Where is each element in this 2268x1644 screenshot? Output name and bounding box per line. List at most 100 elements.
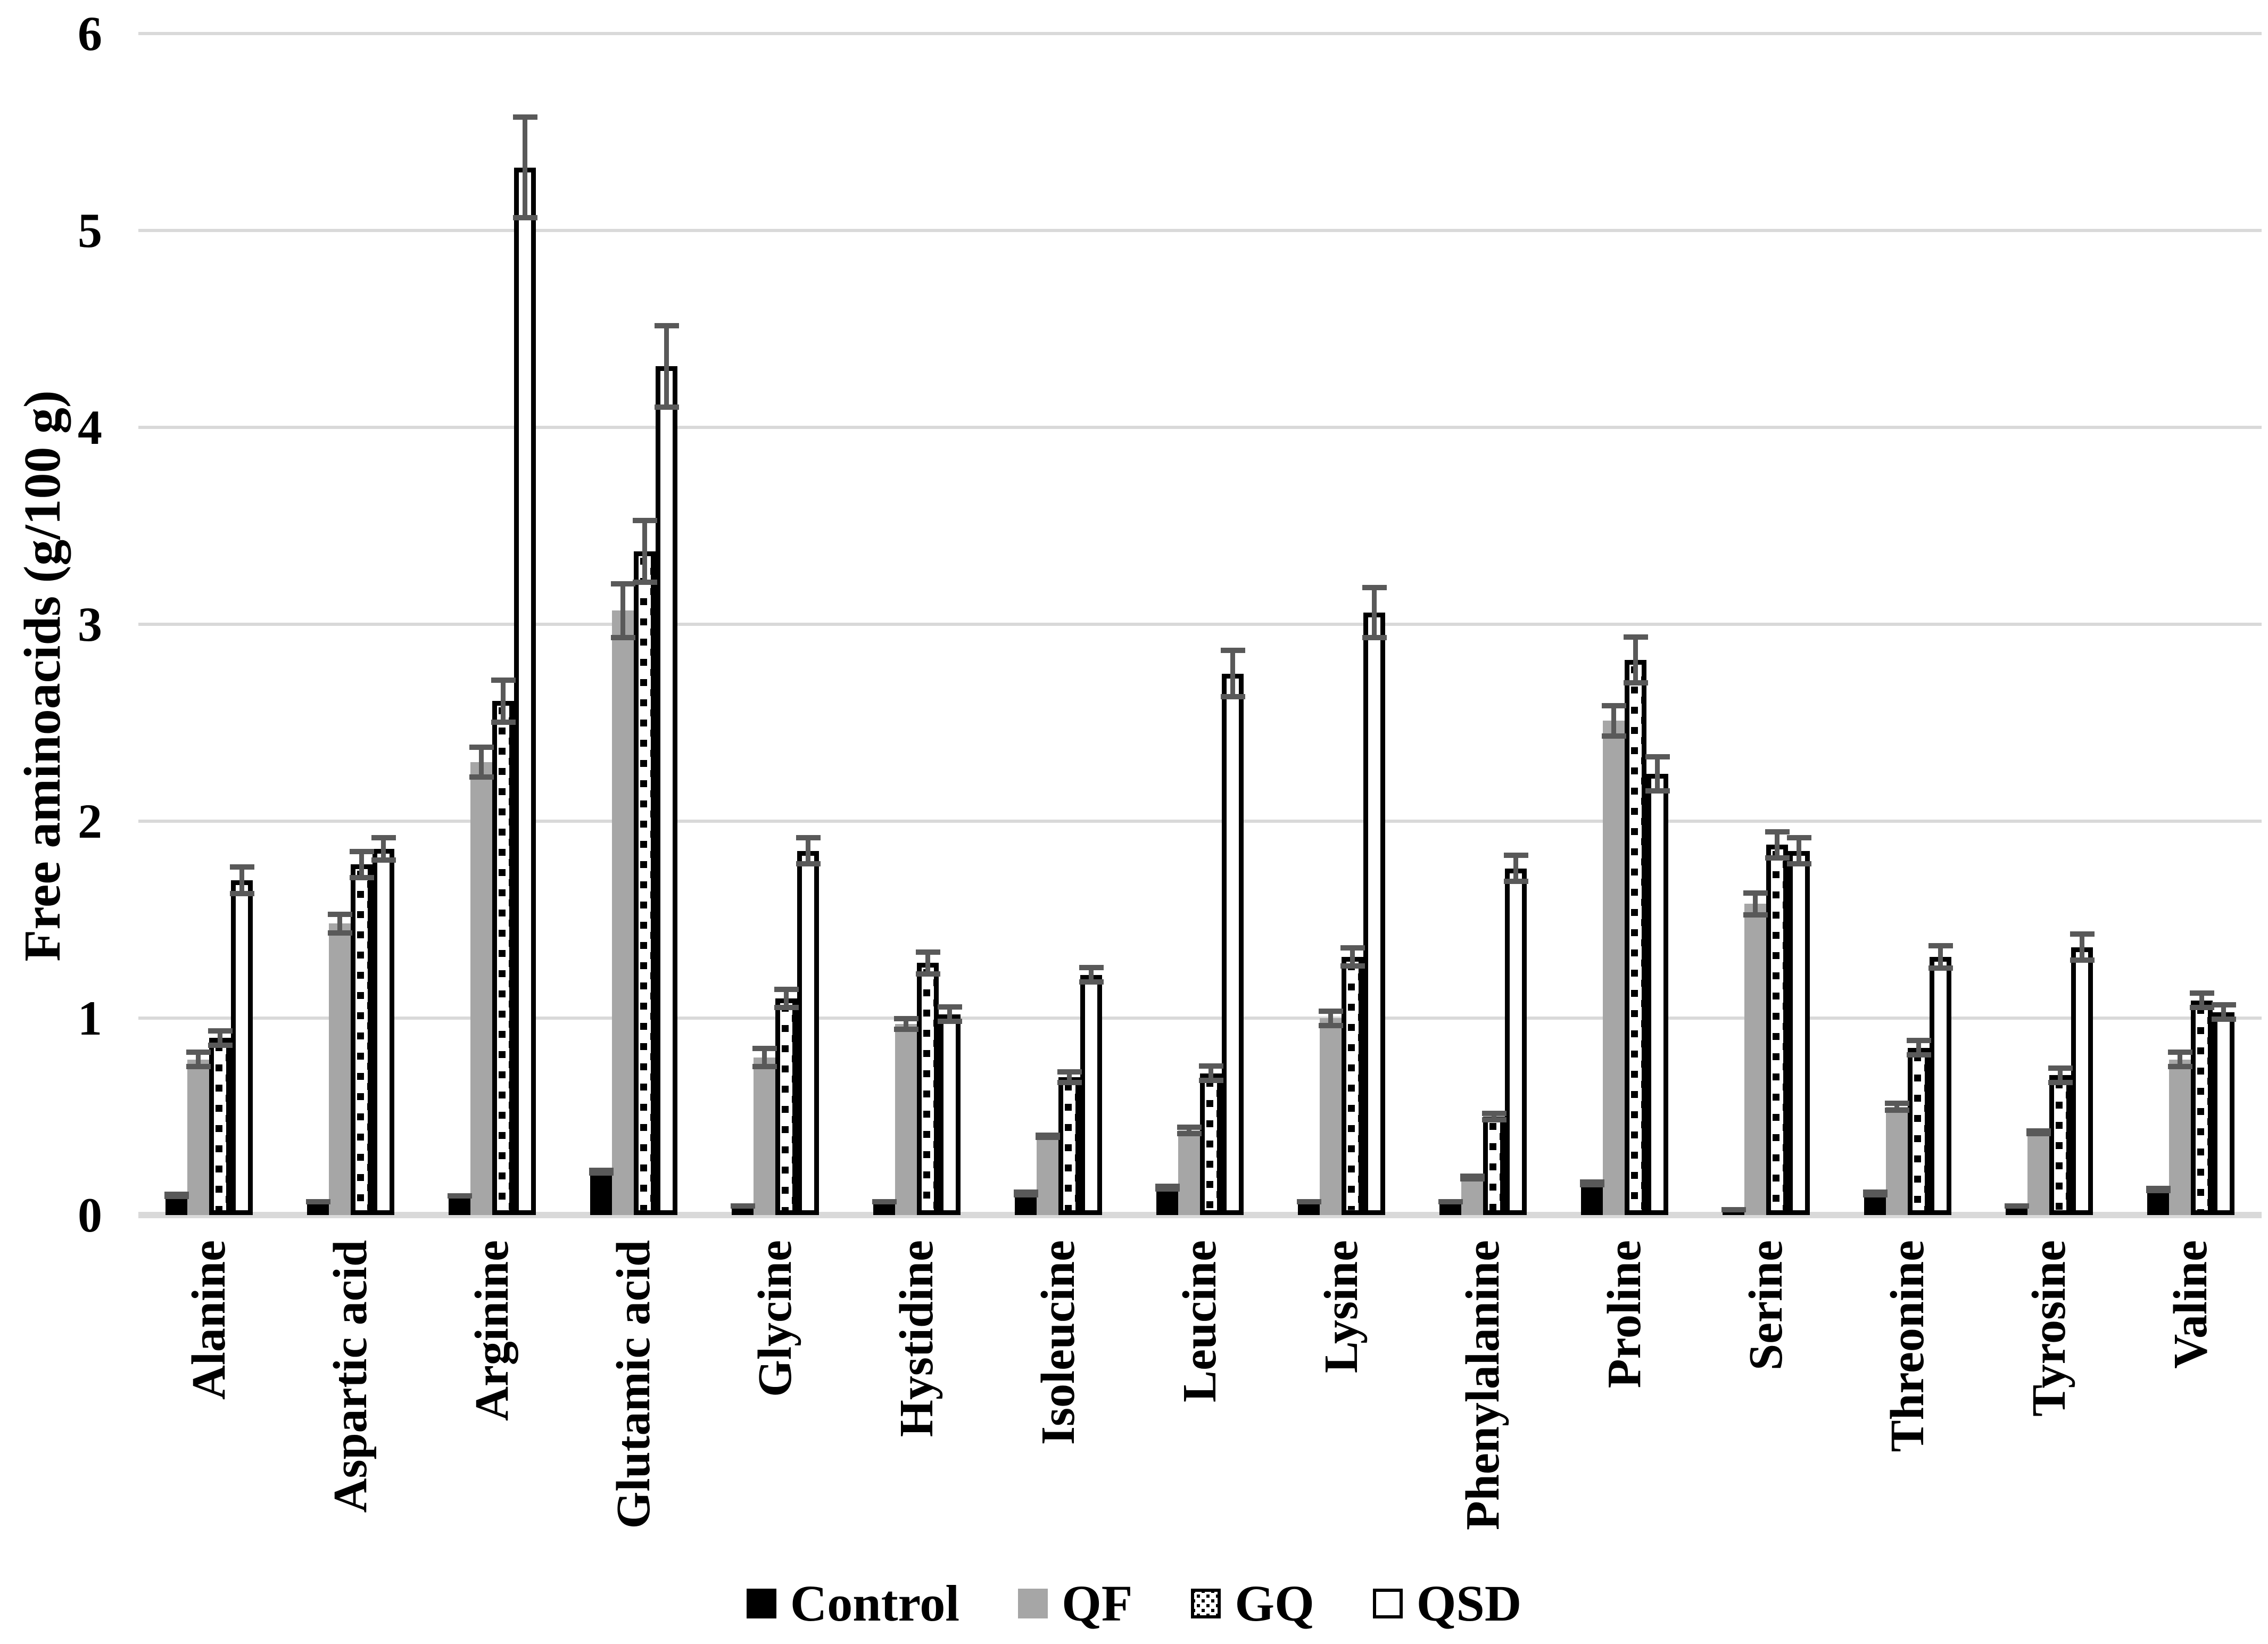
error-bar-line [806, 835, 810, 867]
error-bar-line [642, 518, 647, 585]
error-bar-line [1067, 1069, 1072, 1085]
legend-label-qf: QF [1062, 1575, 1133, 1632]
bar-control-valine [2147, 1189, 2169, 1215]
bar-qf-arginine [470, 762, 492, 1215]
error-bar-line [1633, 634, 1638, 685]
error-bar-line [2036, 1128, 2041, 1136]
error-bar-line [501, 677, 506, 725]
bar-qf-threonine [1886, 1106, 1908, 1215]
error-bar [610, 581, 635, 640]
legend-item-control: Control [746, 1572, 959, 1635]
error-bar [654, 323, 679, 410]
error-bar [589, 1168, 614, 1176]
error-bar-line [381, 835, 386, 863]
bar-qf-tyrosine [2027, 1132, 2049, 1215]
error-bar [752, 1045, 777, 1070]
error-bar-line [1187, 1124, 1191, 1136]
y-axis-title: Free aminoacids (g/100 g) [14, 390, 71, 962]
gridline [138, 426, 2262, 429]
error-bar [371, 835, 396, 863]
error-bar-line [740, 1203, 745, 1209]
bar-gq-valine [2191, 1000, 2213, 1215]
legend-label-gq: GQ [1235, 1575, 1314, 1632]
y-tick-label: 0 [78, 1188, 102, 1242]
error-bar-line [2058, 1065, 2063, 1085]
error-bar [2026, 1128, 2051, 1136]
bar-qf-serine [1744, 904, 1766, 1215]
error-bar [186, 1050, 211, 1070]
bar-gq-arginine [492, 701, 514, 1215]
error-bar [1579, 1179, 1604, 1188]
bar-qf-alanine [187, 1059, 209, 1215]
error-bar-line [1938, 943, 1943, 971]
error-bar-line [1448, 1199, 1453, 1205]
legend-swatch-qf [1018, 1589, 1048, 1618]
error-bar [512, 114, 537, 221]
error-bar [1601, 703, 1626, 739]
error-bar-line [1372, 585, 1377, 640]
error-bar [796, 835, 821, 867]
error-bar-line [316, 1199, 320, 1205]
bar-qf-leucine [1178, 1130, 1200, 1215]
error-bar [2070, 931, 2095, 963]
error-bar-line [1328, 1008, 1333, 1028]
y-tick-label: 4 [78, 400, 102, 455]
error-bar-line [2199, 990, 2204, 1011]
bar-gq-isoleucine [1058, 1077, 1080, 1215]
error-bar-line [174, 1191, 179, 1200]
dot-pattern-fill [1913, 1052, 1925, 1210]
error-bar [1155, 1183, 1180, 1192]
error-bar [1220, 648, 1245, 699]
error-bar [2146, 1185, 2171, 1194]
error-bar [2211, 1002, 2236, 1022]
bar-qf-aspartic-acid [329, 923, 351, 1215]
error-bar [1318, 1008, 1343, 1028]
error-bar-line [1165, 1183, 1170, 1192]
legend-item-qsd: QSD [1372, 1572, 1521, 1635]
error-bar [1721, 1207, 1746, 1213]
error-bar-line [196, 1050, 201, 1070]
bar-gq-aspartic-acid [351, 864, 373, 1215]
bar-qsd-glycine [797, 850, 819, 1215]
error-bar-line [523, 114, 527, 221]
error-bar-line [904, 1016, 908, 1032]
gridline [138, 229, 2262, 232]
y-tick-label: 6 [78, 6, 102, 61]
dot-pattern-fill [780, 1003, 792, 1210]
legend-swatch-control [746, 1589, 776, 1618]
legend-swatch-dots [1191, 1589, 1221, 1618]
error-bar [1079, 965, 1104, 985]
error-bar-line [925, 949, 930, 977]
error-bar [208, 1028, 233, 1048]
error-bar [730, 1203, 755, 1209]
error-bar [915, 949, 940, 977]
error-bar-line [784, 986, 789, 1011]
bar-qsd-threonine [1930, 957, 1951, 1215]
error-bar [491, 677, 516, 725]
error-bar-line [1089, 965, 1094, 985]
bar-qsd-serine [1788, 850, 1810, 1215]
error-bar-line [1611, 703, 1616, 739]
error-bar-line [1916, 1038, 1921, 1058]
error-bar-line [1306, 1199, 1311, 1205]
dot-pattern-fill [1488, 1121, 1500, 1210]
error-bar-line [599, 1168, 603, 1176]
error-bar-line [1470, 1174, 1475, 1182]
error-bar-line [1230, 648, 1235, 699]
legend-item-qf: QF [1018, 1572, 1132, 1635]
error-bar [327, 912, 352, 936]
error-bar [1438, 1199, 1463, 1205]
error-bar-line [218, 1028, 222, 1048]
bar-qf-glycine [754, 1058, 775, 1215]
error-bar [1928, 943, 1953, 971]
error-bar [1765, 829, 1790, 861]
error-bar-line [1492, 1110, 1496, 1123]
dot-pattern-fill [355, 869, 368, 1210]
error-bar [1884, 1101, 1909, 1113]
y-tick-label: 1 [78, 991, 102, 1045]
bar-qsd-proline [1646, 774, 1668, 1215]
bar-gq-leucine [1200, 1073, 1222, 1215]
bar-control-leucine [1156, 1187, 1178, 1215]
error-bar-line [1894, 1101, 1899, 1113]
error-bar-line [664, 323, 669, 410]
